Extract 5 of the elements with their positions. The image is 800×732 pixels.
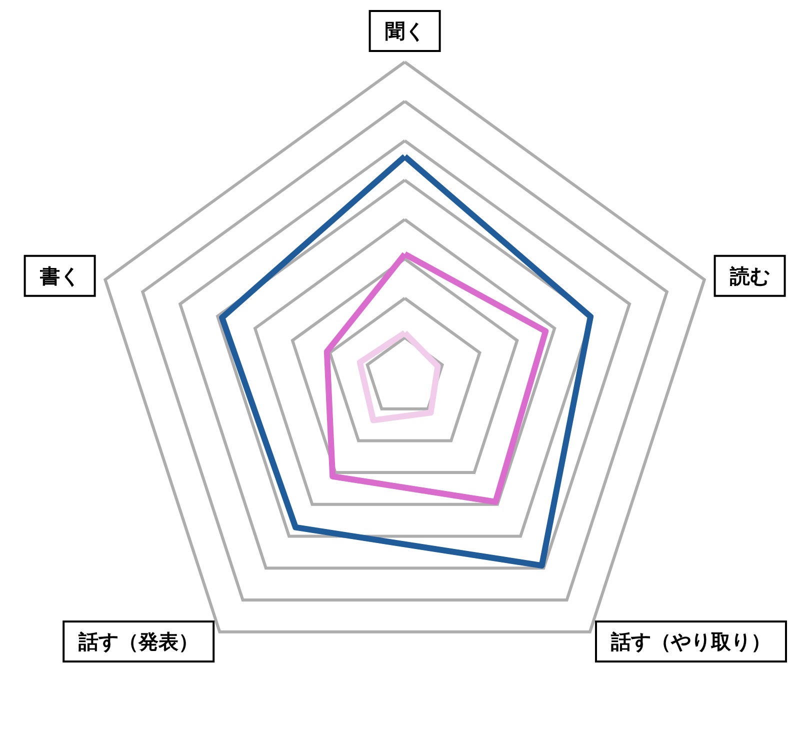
spoke-label: 話す（発表） bbox=[78, 630, 199, 654]
spoke-label: 書く bbox=[38, 264, 80, 288]
spoke-label: 話す（やり取り） bbox=[610, 630, 772, 654]
spoke-label: 読む bbox=[728, 264, 770, 288]
spoke-label: 聞く bbox=[384, 18, 425, 43]
